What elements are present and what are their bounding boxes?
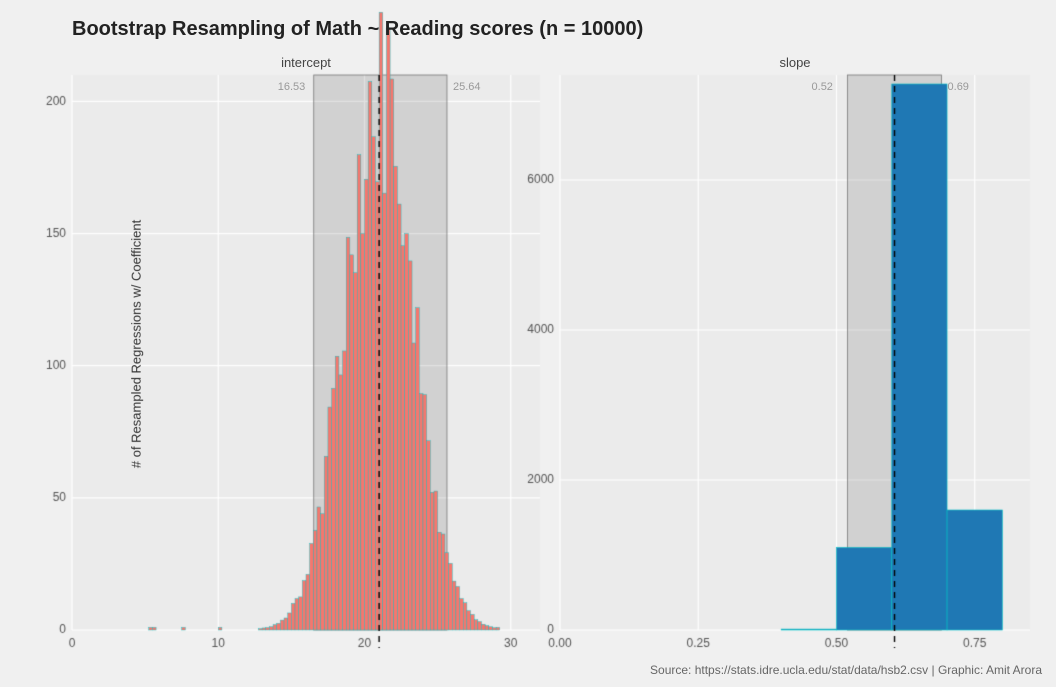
y-axis-label: # of Resampled Regressions w/ Coefficien… (129, 219, 144, 467)
facet-title-slope: slope (755, 55, 835, 70)
chart-title: Bootstrap Resampling of Math ~ Reading s… (72, 18, 643, 41)
ci-hi-label-slope: 0.69 (948, 81, 969, 93)
facet-title-intercept: intercept (266, 55, 346, 70)
chart-canvas (0, 0, 1056, 687)
chart-caption: Source: https://stats.idre.ucla.edu/stat… (650, 663, 1042, 677)
ci-hi-label-intercept: 25.64 (453, 81, 481, 93)
ci-lo-label-slope: 0.52 (812, 81, 833, 93)
ci-lo-label-intercept: 16.53 (278, 81, 306, 93)
